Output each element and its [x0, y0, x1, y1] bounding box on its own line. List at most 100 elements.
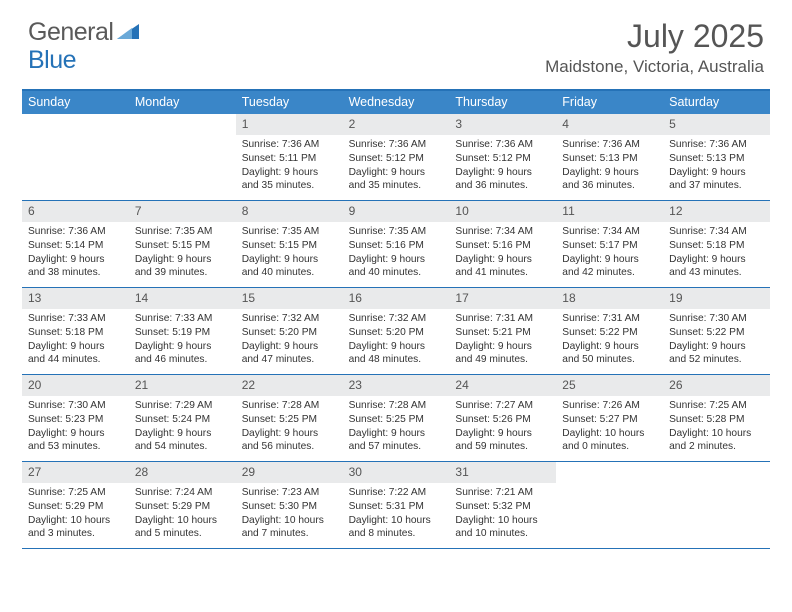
- day-number: 22: [236, 375, 343, 396]
- day-info: Sunrise: 7:35 AMSunset: 5:15 PMDaylight:…: [129, 222, 236, 284]
- day-number: 29: [236, 462, 343, 483]
- day-number: 23: [343, 375, 450, 396]
- day-number: 16: [343, 288, 450, 309]
- day-info: Sunrise: 7:22 AMSunset: 5:31 PMDaylight:…: [343, 483, 450, 545]
- weeks-container: 1Sunrise: 7:36 AMSunset: 5:11 PMDaylight…: [22, 114, 770, 549]
- day-cell: 2Sunrise: 7:36 AMSunset: 5:12 PMDaylight…: [343, 114, 450, 200]
- day-info: Sunrise: 7:36 AMSunset: 5:12 PMDaylight:…: [343, 135, 450, 197]
- day-cell: 15Sunrise: 7:32 AMSunset: 5:20 PMDayligh…: [236, 288, 343, 374]
- brand-part2: Blue: [28, 46, 76, 74]
- day-cell: 26Sunrise: 7:25 AMSunset: 5:28 PMDayligh…: [663, 375, 770, 461]
- weekday-header: Sunday Monday Tuesday Wednesday Thursday…: [22, 91, 770, 114]
- day-number: 20: [22, 375, 129, 396]
- blank-cell: [556, 462, 663, 548]
- day-cell: 29Sunrise: 7:23 AMSunset: 5:30 PMDayligh…: [236, 462, 343, 548]
- day-number: 2: [343, 114, 450, 135]
- day-number: 7: [129, 201, 236, 222]
- day-cell: 17Sunrise: 7:31 AMSunset: 5:21 PMDayligh…: [449, 288, 556, 374]
- weekday-tue: Tuesday: [236, 91, 343, 114]
- weekday-sun: Sunday: [22, 91, 129, 114]
- day-number: 17: [449, 288, 556, 309]
- week-row: 20Sunrise: 7:30 AMSunset: 5:23 PMDayligh…: [22, 375, 770, 462]
- day-number: 6: [22, 201, 129, 222]
- brand-logo: General: [28, 18, 141, 47]
- day-number: 4: [556, 114, 663, 135]
- day-info: Sunrise: 7:28 AMSunset: 5:25 PMDaylight:…: [343, 396, 450, 458]
- day-info: Sunrise: 7:31 AMSunset: 5:21 PMDaylight:…: [449, 309, 556, 371]
- day-number: 24: [449, 375, 556, 396]
- day-number: 8: [236, 201, 343, 222]
- day-cell: 4Sunrise: 7:36 AMSunset: 5:13 PMDaylight…: [556, 114, 663, 200]
- day-info: Sunrise: 7:32 AMSunset: 5:20 PMDaylight:…: [343, 309, 450, 371]
- day-cell: 6Sunrise: 7:36 AMSunset: 5:14 PMDaylight…: [22, 201, 129, 287]
- day-info: Sunrise: 7:29 AMSunset: 5:24 PMDaylight:…: [129, 396, 236, 458]
- week-row: 13Sunrise: 7:33 AMSunset: 5:18 PMDayligh…: [22, 288, 770, 375]
- day-info: Sunrise: 7:33 AMSunset: 5:18 PMDaylight:…: [22, 309, 129, 371]
- day-number: 11: [556, 201, 663, 222]
- day-cell: 8Sunrise: 7:35 AMSunset: 5:15 PMDaylight…: [236, 201, 343, 287]
- day-info: Sunrise: 7:26 AMSunset: 5:27 PMDaylight:…: [556, 396, 663, 458]
- blank-cell: [663, 462, 770, 548]
- day-cell: 28Sunrise: 7:24 AMSunset: 5:29 PMDayligh…: [129, 462, 236, 548]
- day-cell: 18Sunrise: 7:31 AMSunset: 5:22 PMDayligh…: [556, 288, 663, 374]
- day-number: 30: [343, 462, 450, 483]
- day-number: 28: [129, 462, 236, 483]
- day-info: Sunrise: 7:36 AMSunset: 5:13 PMDaylight:…: [663, 135, 770, 197]
- day-number: 19: [663, 288, 770, 309]
- brand-part1: General: [28, 18, 113, 47]
- day-number: 14: [129, 288, 236, 309]
- day-info: Sunrise: 7:34 AMSunset: 5:17 PMDaylight:…: [556, 222, 663, 284]
- day-number: 10: [449, 201, 556, 222]
- day-cell: 25Sunrise: 7:26 AMSunset: 5:27 PMDayligh…: [556, 375, 663, 461]
- brand-triangle-icon: [117, 21, 139, 44]
- day-cell: 21Sunrise: 7:29 AMSunset: 5:24 PMDayligh…: [129, 375, 236, 461]
- day-info: Sunrise: 7:25 AMSunset: 5:28 PMDaylight:…: [663, 396, 770, 458]
- day-cell: 22Sunrise: 7:28 AMSunset: 5:25 PMDayligh…: [236, 375, 343, 461]
- day-cell: 3Sunrise: 7:36 AMSunset: 5:12 PMDaylight…: [449, 114, 556, 200]
- day-cell: 9Sunrise: 7:35 AMSunset: 5:16 PMDaylight…: [343, 201, 450, 287]
- day-number: 18: [556, 288, 663, 309]
- day-number: 1: [236, 114, 343, 135]
- day-cell: 16Sunrise: 7:32 AMSunset: 5:20 PMDayligh…: [343, 288, 450, 374]
- blank-cell: [129, 114, 236, 200]
- day-info: Sunrise: 7:36 AMSunset: 5:11 PMDaylight:…: [236, 135, 343, 197]
- day-cell: 14Sunrise: 7:33 AMSunset: 5:19 PMDayligh…: [129, 288, 236, 374]
- day-cell: 20Sunrise: 7:30 AMSunset: 5:23 PMDayligh…: [22, 375, 129, 461]
- week-row: 6Sunrise: 7:36 AMSunset: 5:14 PMDaylight…: [22, 201, 770, 288]
- title-block: July 2025 Maidstone, Victoria, Australia: [545, 18, 764, 77]
- day-cell: 10Sunrise: 7:34 AMSunset: 5:16 PMDayligh…: [449, 201, 556, 287]
- day-info: Sunrise: 7:25 AMSunset: 5:29 PMDaylight:…: [22, 483, 129, 545]
- week-row: 1Sunrise: 7:36 AMSunset: 5:11 PMDaylight…: [22, 114, 770, 201]
- day-cell: 5Sunrise: 7:36 AMSunset: 5:13 PMDaylight…: [663, 114, 770, 200]
- day-cell: 24Sunrise: 7:27 AMSunset: 5:26 PMDayligh…: [449, 375, 556, 461]
- day-number: 9: [343, 201, 450, 222]
- day-cell: 31Sunrise: 7:21 AMSunset: 5:32 PMDayligh…: [449, 462, 556, 548]
- weekday-sat: Saturday: [663, 91, 770, 114]
- day-cell: 13Sunrise: 7:33 AMSunset: 5:18 PMDayligh…: [22, 288, 129, 374]
- day-info: Sunrise: 7:21 AMSunset: 5:32 PMDaylight:…: [449, 483, 556, 545]
- day-info: Sunrise: 7:35 AMSunset: 5:16 PMDaylight:…: [343, 222, 450, 284]
- brand-part2-wrap: Blue: [28, 46, 76, 75]
- day-cell: 7Sunrise: 7:35 AMSunset: 5:15 PMDaylight…: [129, 201, 236, 287]
- day-cell: 11Sunrise: 7:34 AMSunset: 5:17 PMDayligh…: [556, 201, 663, 287]
- day-number: 15: [236, 288, 343, 309]
- day-cell: 12Sunrise: 7:34 AMSunset: 5:18 PMDayligh…: [663, 201, 770, 287]
- weekday-fri: Friday: [556, 91, 663, 114]
- day-info: Sunrise: 7:36 AMSunset: 5:13 PMDaylight:…: [556, 135, 663, 197]
- day-number: 12: [663, 201, 770, 222]
- location-text: Maidstone, Victoria, Australia: [545, 57, 764, 77]
- day-info: Sunrise: 7:34 AMSunset: 5:16 PMDaylight:…: [449, 222, 556, 284]
- week-row: 27Sunrise: 7:25 AMSunset: 5:29 PMDayligh…: [22, 462, 770, 549]
- day-number: 26: [663, 375, 770, 396]
- day-number: 3: [449, 114, 556, 135]
- day-info: Sunrise: 7:30 AMSunset: 5:23 PMDaylight:…: [22, 396, 129, 458]
- day-number: 13: [22, 288, 129, 309]
- page-header: General July 2025 Maidstone, Victoria, A…: [0, 0, 792, 83]
- day-cell: 19Sunrise: 7:30 AMSunset: 5:22 PMDayligh…: [663, 288, 770, 374]
- day-number: 31: [449, 462, 556, 483]
- day-cell: 30Sunrise: 7:22 AMSunset: 5:31 PMDayligh…: [343, 462, 450, 548]
- day-cell: 23Sunrise: 7:28 AMSunset: 5:25 PMDayligh…: [343, 375, 450, 461]
- weekday-thu: Thursday: [449, 91, 556, 114]
- day-info: Sunrise: 7:36 AMSunset: 5:12 PMDaylight:…: [449, 135, 556, 197]
- day-info: Sunrise: 7:35 AMSunset: 5:15 PMDaylight:…: [236, 222, 343, 284]
